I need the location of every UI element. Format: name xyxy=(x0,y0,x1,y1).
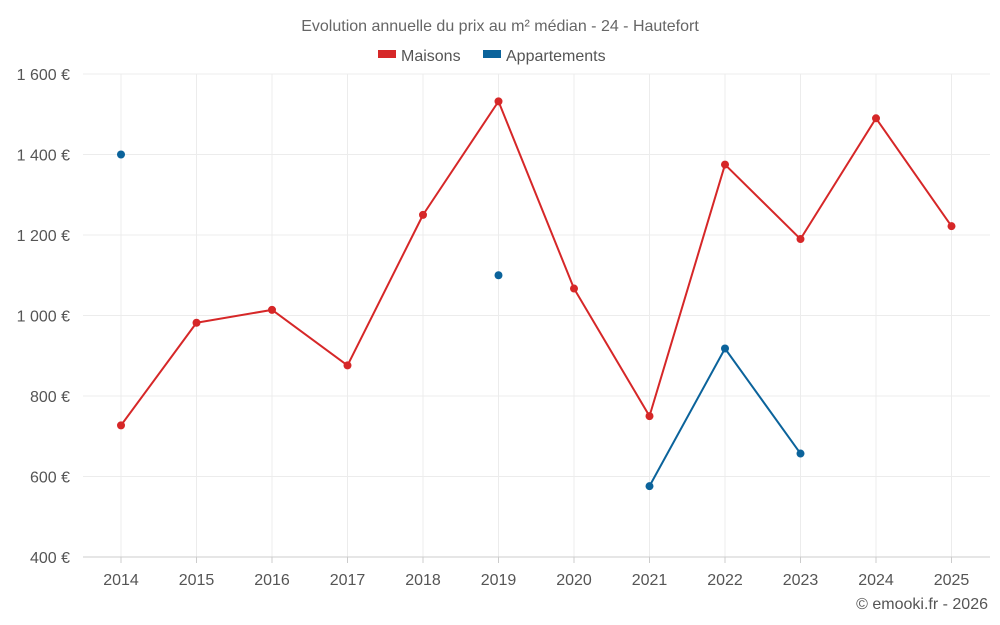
chart-title: Evolution annuelle du prix au m² médian … xyxy=(301,18,699,35)
x-tick-label: 2022 xyxy=(707,572,743,589)
data-point-appartements[interactable] xyxy=(494,271,503,280)
data-point-maisons[interactable] xyxy=(117,421,125,430)
x-tick-label: 2024 xyxy=(858,572,894,589)
data-point-maisons[interactable] xyxy=(570,284,578,293)
legend-label-maisons[interactable]: Maisons xyxy=(401,48,461,65)
x-tick-label: 2017 xyxy=(330,572,366,589)
data-point-maisons[interactable] xyxy=(796,235,805,244)
data-point-appartements[interactable] xyxy=(796,449,805,458)
legend-label-appartements[interactable]: Appartements xyxy=(506,48,606,65)
x-tick-label: 2018 xyxy=(405,572,441,589)
series-line-maisons xyxy=(120,100,953,426)
axes xyxy=(83,556,990,563)
data-point-maisons[interactable] xyxy=(343,361,352,370)
x-tick-label: 2016 xyxy=(254,572,290,589)
legend-swatch-appartements xyxy=(483,50,501,58)
y-tick-label: 1 200 € xyxy=(17,228,70,245)
legend-swatch-maisons xyxy=(378,50,396,58)
series-points xyxy=(117,97,956,491)
x-tick-label: 2014 xyxy=(103,572,139,589)
y-tick-label: 1 000 € xyxy=(17,309,70,326)
data-point-maisons[interactable] xyxy=(872,114,880,123)
credit-text: © emooki.fr - 2026 xyxy=(856,596,988,613)
x-tick-label: 2023 xyxy=(783,572,819,589)
data-point-maisons[interactable] xyxy=(645,412,654,421)
data-point-maisons[interactable] xyxy=(268,305,276,314)
y-tick-label: 600 € xyxy=(30,470,70,487)
x-tick-label: 2025 xyxy=(934,572,970,589)
data-point-appartements[interactable] xyxy=(117,150,125,159)
x-axis-labels: 2014 2015 2016 2017 2018 2019 2020 2021 2022 2023… xyxy=(103,572,969,589)
y-tick-label: 800 € xyxy=(30,389,70,406)
y-tick-label: 1 400 € xyxy=(17,148,70,165)
x-tick-label: 2020 xyxy=(556,572,592,589)
x-tick-label: 2019 xyxy=(481,572,517,589)
data-point-appartements[interactable] xyxy=(645,482,654,491)
series-lines xyxy=(120,100,953,487)
y-tick-label: 1 600 € xyxy=(17,67,70,84)
data-point-maisons[interactable] xyxy=(419,210,427,219)
x-tick-label: 2021 xyxy=(632,572,668,589)
y-axis-labels: 400 € 600 € 800 € 1 000 € 1 200 € 1 400 € 1 60… xyxy=(17,67,70,567)
y-tick-label: 400 € xyxy=(30,550,70,567)
data-point-appartements[interactable] xyxy=(721,344,729,353)
data-point-maisons[interactable] xyxy=(494,97,503,106)
x-tick-label: 2015 xyxy=(179,572,215,589)
data-point-maisons[interactable] xyxy=(721,160,729,169)
data-point-maisons[interactable] xyxy=(947,222,956,231)
grid-lines xyxy=(83,73,990,557)
data-point-maisons[interactable] xyxy=(192,318,201,327)
chart-legend: Maisons Appartements xyxy=(378,48,606,65)
